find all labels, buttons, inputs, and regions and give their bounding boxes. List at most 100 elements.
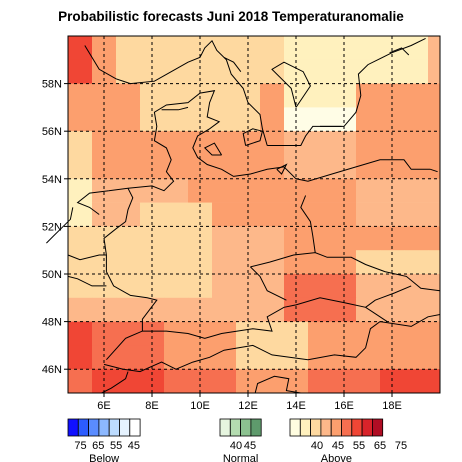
lat-tick-label: 52N [42, 221, 62, 233]
legend-swatch [371, 418, 384, 437]
latitude-ticks: 46N 48N 50N 52N 54N 56N 58N [42, 79, 68, 376]
coastline-path [76, 190, 109, 215]
grid-cell [260, 226, 285, 251]
grid-cell [212, 83, 237, 108]
grid-cell [212, 345, 237, 370]
grid-cell [116, 226, 141, 251]
lon-tick-label: 8E [145, 400, 158, 412]
legend-category-label: Below [89, 453, 119, 462]
grid-cell [308, 178, 333, 203]
grid-cell [260, 297, 285, 322]
grid-cell [164, 36, 189, 61]
map-title: Probabilistic forecasts Juni 2018 Temper… [58, 9, 404, 24]
lat-tick-label: 56N [42, 126, 62, 138]
grid-cell [428, 131, 441, 156]
grid-cell [116, 178, 141, 203]
coastline-path [365, 285, 412, 308]
lon-tick-label: 14E [286, 400, 306, 412]
coastline-path [250, 252, 441, 292]
grid-cell [404, 107, 429, 132]
grid-cell [260, 321, 285, 346]
grid-cell [116, 155, 141, 180]
grid-cell [404, 178, 429, 203]
legend-tick-label: 55 [353, 440, 365, 452]
legend-swatch [108, 418, 120, 437]
legend-swatch [77, 418, 90, 437]
grid-cell [116, 131, 141, 156]
legend-category-label: Normal [223, 453, 258, 462]
grid-cell [428, 178, 441, 203]
coastline-path [108, 90, 431, 192]
grid-cell [308, 36, 333, 61]
legend-tick-label: 40 [230, 440, 242, 452]
grid-cell [164, 178, 189, 203]
grid-cell [68, 297, 93, 322]
legend-swatch [219, 418, 231, 437]
grid-cell [356, 36, 381, 61]
grid-cell [428, 321, 441, 346]
grid-cell [68, 36, 93, 61]
lon-tick-label: 12E [238, 400, 258, 412]
legend-swatch [67, 418, 79, 437]
map-frame [67, 35, 441, 394]
grid-cell [68, 274, 93, 299]
coastline-path [254, 375, 301, 394]
grid-cell [260, 36, 285, 61]
grid-cell [260, 59, 285, 84]
legend-swatch [88, 418, 100, 437]
grid-cell [428, 297, 441, 322]
grid-cell [260, 83, 285, 108]
grid-cell [212, 226, 237, 251]
coastline-path [300, 195, 316, 253]
coastline-path [203, 142, 223, 156]
grid-cell [428, 274, 441, 299]
coastline-path [67, 254, 107, 261]
coastline-path [389, 47, 410, 56]
grid-cell [356, 345, 381, 370]
grid-cell [404, 36, 429, 61]
grid-cell [164, 202, 189, 227]
coastline-path [67, 275, 107, 287]
grid-cell [164, 321, 189, 346]
grid-cell [308, 59, 333, 84]
grid-cell [428, 226, 441, 251]
grid-cell [116, 36, 141, 61]
grid-cell [356, 59, 381, 84]
grid-cell [404, 59, 429, 84]
grid-cell [404, 131, 429, 156]
grid-cell [164, 297, 189, 322]
grid-cell [404, 155, 429, 180]
grid-cell [356, 369, 381, 394]
legend-tick-label: 55 [110, 440, 122, 452]
legend-swatch [98, 418, 110, 437]
legend-swatch [240, 418, 252, 437]
grid-cell [308, 83, 333, 108]
grid-cell [404, 250, 429, 275]
grid-cell [212, 297, 237, 322]
grid-cell [356, 250, 381, 275]
grid-cell [68, 59, 93, 84]
coastline-path [223, 56, 242, 73]
grid-cell [116, 297, 141, 322]
legend-swatch [330, 418, 342, 437]
legend-swatch [229, 418, 242, 437]
grid-cell [68, 226, 93, 251]
grid-cell [116, 369, 141, 394]
grid-cell [308, 250, 333, 275]
grid-lines [68, 36, 440, 393]
coastline-path [46, 207, 74, 244]
legend-tick-label: 45 [128, 440, 140, 452]
grid-cell [212, 59, 237, 84]
grid-cell [404, 83, 429, 108]
grid-cell [404, 345, 429, 370]
grid-cell [68, 131, 93, 156]
grid-cell [356, 274, 381, 299]
grid-cell [428, 36, 441, 61]
grid-cell [404, 369, 429, 394]
grid-cell [404, 297, 429, 322]
grid-cell [212, 131, 237, 156]
grid-cell [68, 83, 93, 108]
